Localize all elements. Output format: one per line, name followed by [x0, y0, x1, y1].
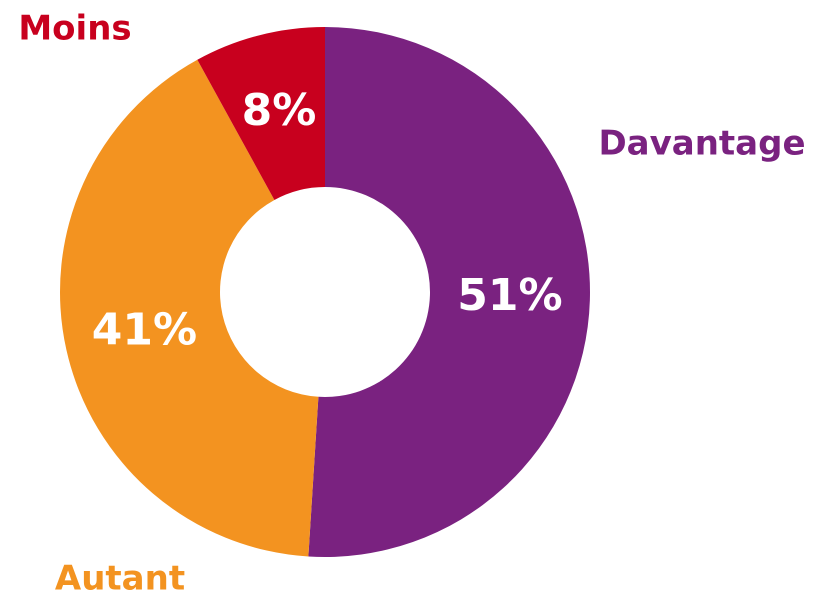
donut-slice — [308, 27, 590, 557]
donut-slice — [197, 27, 325, 200]
donut-slice — [59, 59, 319, 557]
value-label: 41% — [92, 304, 197, 355]
value-label: 8% — [242, 85, 317, 136]
value-label: 51% — [457, 270, 562, 321]
category-label: Moins — [18, 9, 131, 49]
category-label: Autant — [55, 559, 185, 595]
category-label: Davantage — [598, 124, 805, 164]
